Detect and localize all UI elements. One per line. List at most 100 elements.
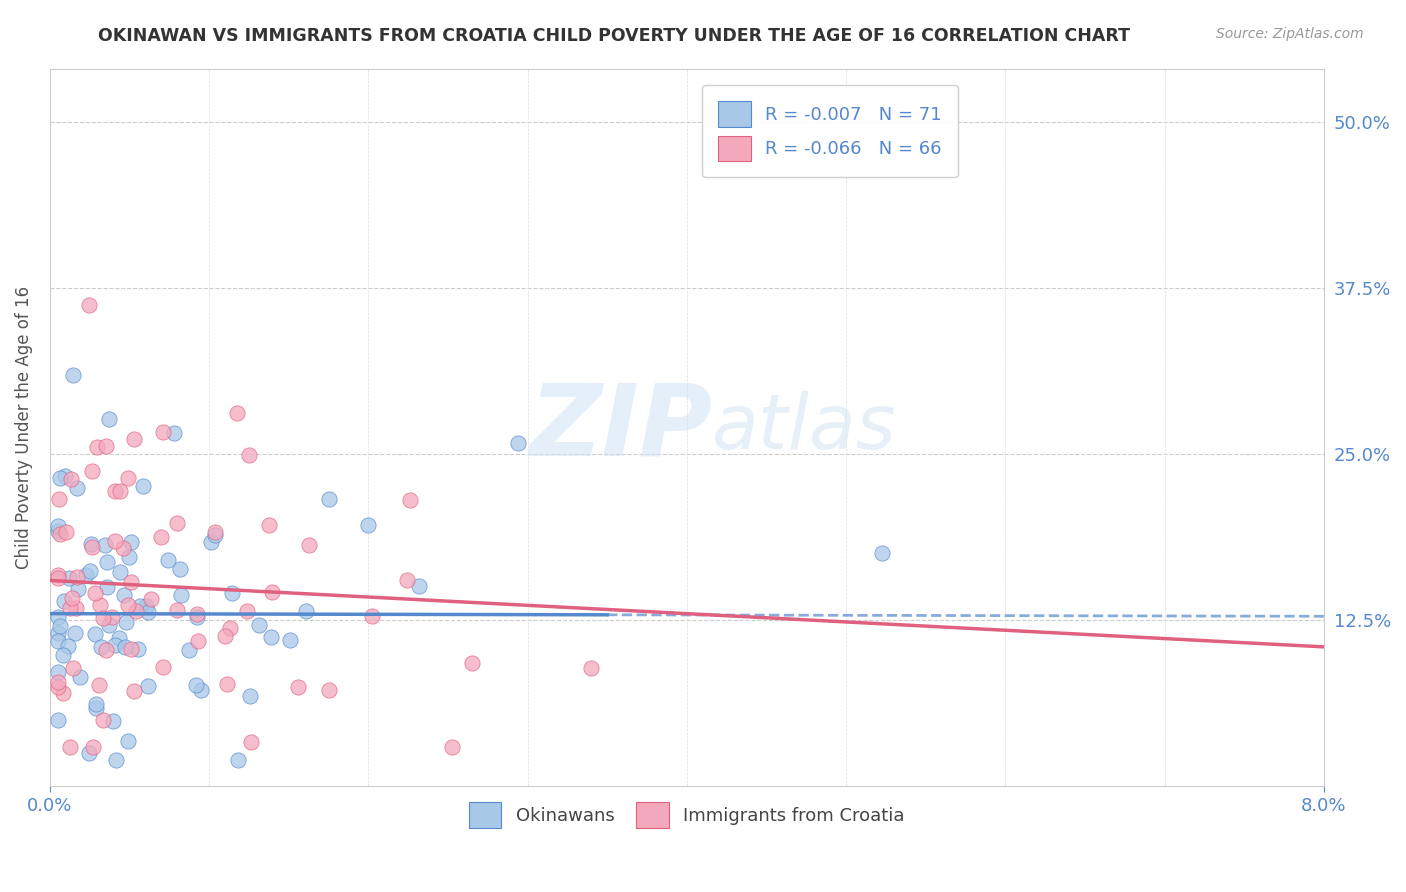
Point — [361, 608, 384, 623]
Point — [46, 519, 69, 533]
Point — [60, 472, 83, 486]
Point — [94, 538, 117, 552]
Point — [287, 681, 309, 695]
Point — [46, 665, 69, 680]
Point — [46, 571, 69, 585]
Point — [318, 682, 340, 697]
Point — [89, 678, 111, 692]
Point — [226, 406, 249, 420]
Point — [48, 526, 70, 541]
Point — [86, 441, 108, 455]
Text: ZIP: ZIP — [529, 379, 713, 476]
Point — [136, 605, 159, 619]
Point — [89, 599, 111, 613]
Point — [114, 640, 136, 654]
Point — [91, 610, 114, 624]
Point — [187, 634, 209, 648]
Point — [69, 670, 91, 684]
Point — [62, 368, 84, 382]
Point — [75, 567, 97, 582]
Point — [55, 525, 77, 540]
Point — [200, 534, 222, 549]
Point — [63, 625, 86, 640]
Point — [77, 746, 100, 760]
Point — [66, 570, 89, 584]
Point — [62, 661, 84, 675]
Point — [67, 582, 90, 596]
Point — [80, 536, 103, 550]
Point — [579, 661, 602, 675]
Point — [60, 591, 83, 605]
Point — [46, 714, 69, 728]
Point — [46, 675, 69, 690]
Point — [166, 602, 188, 616]
Point — [460, 657, 482, 671]
Point — [152, 660, 174, 674]
Point — [91, 713, 114, 727]
Point — [152, 425, 174, 439]
Point — [53, 469, 76, 483]
Point — [235, 604, 257, 618]
Point — [136, 679, 159, 693]
Point — [97, 412, 120, 426]
Point — [117, 734, 139, 748]
Point — [65, 601, 87, 615]
Point — [169, 562, 191, 576]
Point — [294, 604, 316, 618]
Point — [49, 471, 72, 485]
Point — [239, 735, 262, 749]
Point — [190, 683, 212, 698]
Point — [101, 714, 124, 728]
Point — [117, 598, 139, 612]
Point — [120, 642, 142, 657]
Point — [257, 518, 280, 533]
Legend: Okinawans, Immigrants from Croatia: Okinawans, Immigrants from Croatia — [461, 795, 912, 835]
Point — [122, 432, 145, 446]
Point — [110, 565, 132, 579]
Point — [77, 298, 100, 312]
Point — [120, 575, 142, 590]
Text: atlas: atlas — [713, 391, 897, 465]
Point — [125, 604, 148, 618]
Point — [58, 600, 80, 615]
Point — [441, 739, 464, 754]
Point — [96, 439, 118, 453]
Point — [114, 588, 136, 602]
Point — [108, 484, 131, 499]
Point — [46, 634, 69, 648]
Point — [82, 540, 104, 554]
Point — [52, 648, 75, 662]
Point — [120, 535, 142, 549]
Point — [52, 686, 75, 700]
Point — [135, 599, 157, 613]
Point — [82, 739, 104, 754]
Point — [156, 552, 179, 566]
Point — [80, 464, 103, 478]
Point — [48, 491, 70, 506]
Point — [318, 491, 340, 506]
Point — [186, 609, 208, 624]
Point — [506, 435, 529, 450]
Point — [163, 426, 186, 441]
Point — [204, 525, 226, 540]
Point — [98, 617, 121, 632]
Point — [179, 642, 201, 657]
Point — [46, 610, 69, 624]
Point — [186, 607, 208, 621]
Point — [103, 483, 125, 498]
Point — [84, 585, 107, 599]
Point — [46, 626, 69, 640]
Point — [112, 541, 135, 555]
Point — [46, 524, 69, 538]
Point — [238, 448, 260, 462]
Point — [105, 753, 128, 767]
Point — [49, 619, 72, 633]
Point — [395, 573, 418, 587]
Point — [260, 585, 283, 599]
Point — [46, 568, 69, 582]
Text: Source: ZipAtlas.com: Source: ZipAtlas.com — [1216, 27, 1364, 41]
Point — [108, 631, 131, 645]
Point — [204, 527, 226, 541]
Point — [79, 565, 101, 579]
Point — [247, 618, 270, 632]
